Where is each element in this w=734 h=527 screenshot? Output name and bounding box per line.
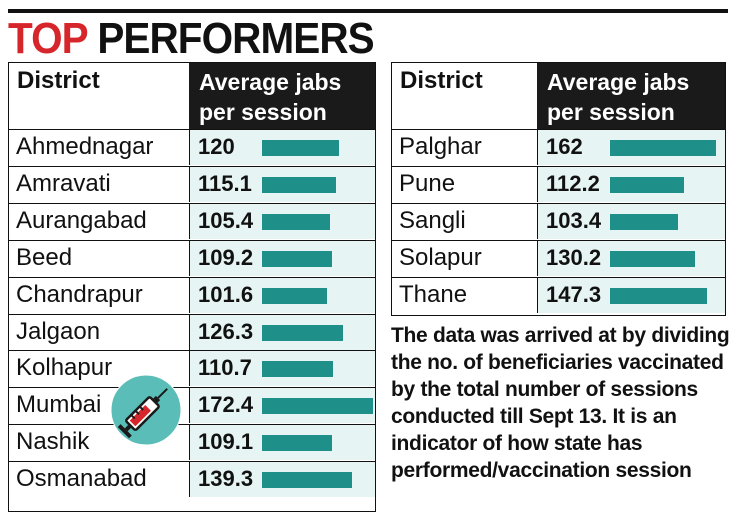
table-row: Solapur 130.2 bbox=[392, 239, 725, 276]
district-name: Thane bbox=[399, 280, 468, 308]
syringe-icon bbox=[110, 374, 182, 446]
district-name: Sangli bbox=[399, 206, 466, 234]
value-cell: 130.2 bbox=[537, 240, 725, 276]
methodology-note: The data was arrived at by dividing the … bbox=[391, 324, 730, 482]
table-row: Chandrapur 101.6 bbox=[9, 276, 375, 313]
header-district: District bbox=[9, 63, 189, 129]
title-top: TOP bbox=[8, 14, 88, 63]
value-cell: 172.4 bbox=[189, 388, 375, 424]
district-name: Solapur bbox=[399, 243, 482, 271]
table-row: Aurangabad 105.4 bbox=[9, 202, 375, 239]
page-title: TOP PERFORMERS bbox=[8, 14, 375, 64]
value-label: 126.3 bbox=[198, 318, 254, 344]
title-performers: PERFORMERS bbox=[97, 14, 374, 63]
value-cell: 126.3 bbox=[189, 314, 375, 350]
table-row: Amravati 115.1 bbox=[9, 165, 375, 202]
value-bar bbox=[262, 361, 334, 378]
table-row: Thane 147.3 bbox=[392, 276, 725, 313]
value-bar bbox=[262, 250, 333, 267]
header-average-jabs: Average jabs per session bbox=[189, 63, 375, 129]
value-cell: 110.7 bbox=[189, 351, 375, 387]
value-label: 103.4 bbox=[546, 207, 602, 233]
value-label: 162 bbox=[546, 134, 583, 159]
value-label: 105.4 bbox=[198, 207, 254, 233]
value-bar bbox=[262, 287, 328, 304]
value-cell: 162 bbox=[537, 130, 725, 165]
value-cell: 109.2 bbox=[189, 240, 375, 276]
value-bar bbox=[610, 287, 707, 304]
value-cell: 120 bbox=[189, 130, 375, 165]
value-bar bbox=[262, 213, 330, 230]
value-cell: 147.3 bbox=[537, 277, 725, 313]
value-bar bbox=[262, 140, 340, 156]
value-label: 139.3 bbox=[198, 466, 254, 492]
table-row: Ahmednagar 120 bbox=[9, 129, 375, 165]
header-avg-line2: per session bbox=[199, 99, 327, 125]
value-bar bbox=[610, 140, 717, 156]
table-row: Palghar 162 bbox=[392, 129, 725, 165]
value-cell: 139.3 bbox=[189, 462, 375, 498]
value-label: 101.6 bbox=[198, 281, 254, 307]
value-bar bbox=[262, 435, 333, 452]
value-label: 172.4 bbox=[198, 392, 254, 418]
left-table: District Average jabs per session Ahmedn… bbox=[8, 62, 376, 512]
district-name: Beed bbox=[16, 243, 73, 271]
district-name: Pune bbox=[399, 169, 456, 197]
header-avg-line2: per session bbox=[547, 99, 675, 125]
value-label: 120 bbox=[198, 134, 235, 159]
district-name: Mumbai bbox=[16, 391, 102, 419]
value-cell: 112.2 bbox=[537, 166, 725, 202]
value-cell: 105.4 bbox=[189, 203, 375, 239]
table-row: Pune 112.2 bbox=[392, 165, 725, 202]
right-table: District Average jabs per session Palgha… bbox=[391, 62, 726, 316]
value-bar bbox=[262, 398, 373, 415]
district-name: Nashik bbox=[16, 428, 90, 456]
table-row: Sangli 103.4 bbox=[392, 202, 725, 239]
value-label: 115.1 bbox=[198, 170, 252, 196]
value-bar bbox=[262, 324, 344, 341]
value-label: 110.7 bbox=[198, 355, 252, 381]
value-label: 147.3 bbox=[546, 281, 602, 307]
value-bar bbox=[610, 213, 678, 230]
table-row: Osmanabad 139.3 bbox=[9, 461, 375, 498]
value-label: 109.2 bbox=[198, 244, 254, 270]
value-bar bbox=[262, 176, 337, 193]
district-name: Aurangabad bbox=[16, 206, 147, 234]
value-label: 130.2 bbox=[546, 244, 602, 270]
district-name: Ahmednagar bbox=[16, 133, 154, 160]
table-row: Nashik 109.1 bbox=[9, 424, 375, 461]
district-name: Kolhapur bbox=[16, 354, 113, 382]
value-label: 109.1 bbox=[198, 429, 254, 455]
table-header: District Average jabs per session bbox=[9, 63, 375, 129]
header-avg-line1: Average jabs bbox=[199, 69, 342, 95]
table-row: Jalgaon 126.3 bbox=[9, 313, 375, 350]
value-label: 112.2 bbox=[546, 170, 600, 196]
header-average-jabs: Average jabs per session bbox=[537, 63, 725, 129]
value-cell: 103.4 bbox=[537, 203, 725, 239]
district-name: Amravati bbox=[16, 169, 111, 197]
value-cell: 101.6 bbox=[189, 277, 375, 313]
table-row: Beed 109.2 bbox=[9, 239, 375, 276]
table-row: Mumbai 172.4 bbox=[9, 387, 375, 424]
value-bar bbox=[610, 250, 696, 267]
table-header: District Average jabs per session bbox=[392, 63, 725, 129]
value-cell: 115.1 bbox=[189, 166, 375, 202]
district-name: Palghar bbox=[399, 133, 482, 160]
table-row: Kolhapur 110.7 bbox=[9, 350, 375, 387]
title-rule bbox=[8, 9, 728, 13]
district-name: Chandrapur bbox=[16, 280, 143, 308]
district-name: Osmanabad bbox=[16, 465, 147, 493]
header-district: District bbox=[392, 63, 537, 129]
value-bar bbox=[610, 176, 684, 193]
header-avg-line1: Average jabs bbox=[547, 69, 690, 95]
value-cell: 109.1 bbox=[189, 425, 375, 461]
district-name: Jalgaon bbox=[16, 317, 101, 345]
value-bar bbox=[262, 472, 352, 489]
